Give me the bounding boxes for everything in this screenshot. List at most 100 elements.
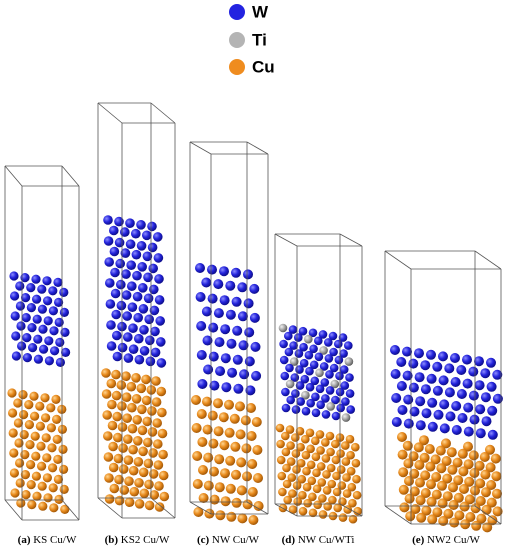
atom	[53, 454, 63, 464]
atom	[59, 307, 69, 317]
atom	[220, 468, 230, 479]
atom	[295, 381, 305, 390]
atom	[332, 471, 341, 481]
atom	[123, 455, 134, 466]
atom	[315, 384, 325, 394]
atom	[42, 276, 52, 286]
atom	[427, 421, 438, 432]
atom	[39, 344, 49, 354]
atom	[125, 239, 136, 249]
atom	[442, 473, 453, 484]
atom	[480, 392, 491, 403]
atom	[118, 464, 129, 474]
atom	[121, 269, 131, 279]
atom	[26, 460, 36, 470]
atom	[30, 431, 40, 441]
atom	[127, 423, 138, 434]
atom	[318, 510, 328, 519]
atom	[24, 420, 34, 430]
atom	[469, 414, 480, 425]
atom	[137, 262, 147, 272]
atom	[463, 459, 474, 470]
simulation-cell	[4, 165, 80, 521]
atom	[124, 497, 135, 508]
atom	[283, 495, 293, 505]
atom	[238, 340, 249, 351]
atom	[196, 409, 207, 419]
atom	[142, 251, 153, 262]
atom	[446, 447, 457, 458]
atom	[419, 452, 430, 463]
atom	[420, 360, 431, 371]
atom	[110, 267, 120, 278]
cell-box	[384, 250, 502, 525]
atom	[122, 413, 132, 424]
atom	[275, 423, 285, 433]
atom	[281, 403, 291, 413]
atom	[60, 327, 70, 337]
atom	[123, 353, 134, 363]
atom	[426, 496, 437, 507]
atom	[291, 449, 301, 458]
atom	[298, 326, 308, 336]
atom	[244, 327, 255, 338]
atom	[236, 485, 247, 496]
atom	[41, 433, 51, 443]
atom	[277, 471, 287, 481]
atom	[101, 368, 111, 378]
atom	[420, 384, 431, 395]
atom	[481, 416, 492, 427]
atom	[153, 232, 163, 242]
atom	[125, 218, 135, 228]
atom	[114, 237, 125, 248]
atom	[398, 484, 409, 495]
atom	[281, 447, 291, 457]
atom	[219, 295, 230, 306]
atom	[331, 439, 340, 449]
atom	[104, 473, 114, 483]
atom	[447, 464, 458, 475]
atom	[239, 369, 250, 380]
atom	[103, 236, 114, 246]
atom	[425, 461, 436, 472]
atom	[26, 303, 36, 313]
atom	[282, 479, 292, 489]
atom	[465, 512, 476, 522]
atom	[134, 333, 144, 344]
atom	[279, 339, 288, 349]
atom	[435, 445, 446, 456]
atom	[312, 484, 322, 494]
atom	[9, 448, 19, 458]
atom	[459, 484, 469, 494]
atom	[299, 358, 309, 368]
atom	[153, 253, 164, 263]
atom	[299, 342, 308, 352]
atom	[225, 280, 236, 291]
atom	[15, 478, 25, 488]
atom	[332, 487, 342, 497]
atom	[102, 410, 112, 420]
atom	[480, 368, 491, 379]
atom	[307, 476, 317, 486]
atom	[193, 507, 204, 517]
atom	[139, 346, 150, 356]
atom	[143, 293, 154, 304]
atom	[328, 331, 338, 341]
atom	[474, 356, 484, 367]
atom	[126, 381, 137, 392]
atom	[344, 341, 353, 350]
atom	[154, 481, 164, 491]
atom	[319, 346, 328, 355]
atom	[487, 515, 498, 526]
atom	[430, 454, 441, 465]
atom	[341, 457, 351, 466]
atom	[302, 482, 312, 492]
atom	[442, 491, 453, 502]
atom	[123, 332, 133, 342]
atom	[144, 314, 154, 325]
atom	[50, 346, 60, 356]
atom	[117, 342, 128, 353]
atom	[432, 507, 443, 518]
atom	[32, 491, 42, 501]
atom	[285, 363, 294, 373]
